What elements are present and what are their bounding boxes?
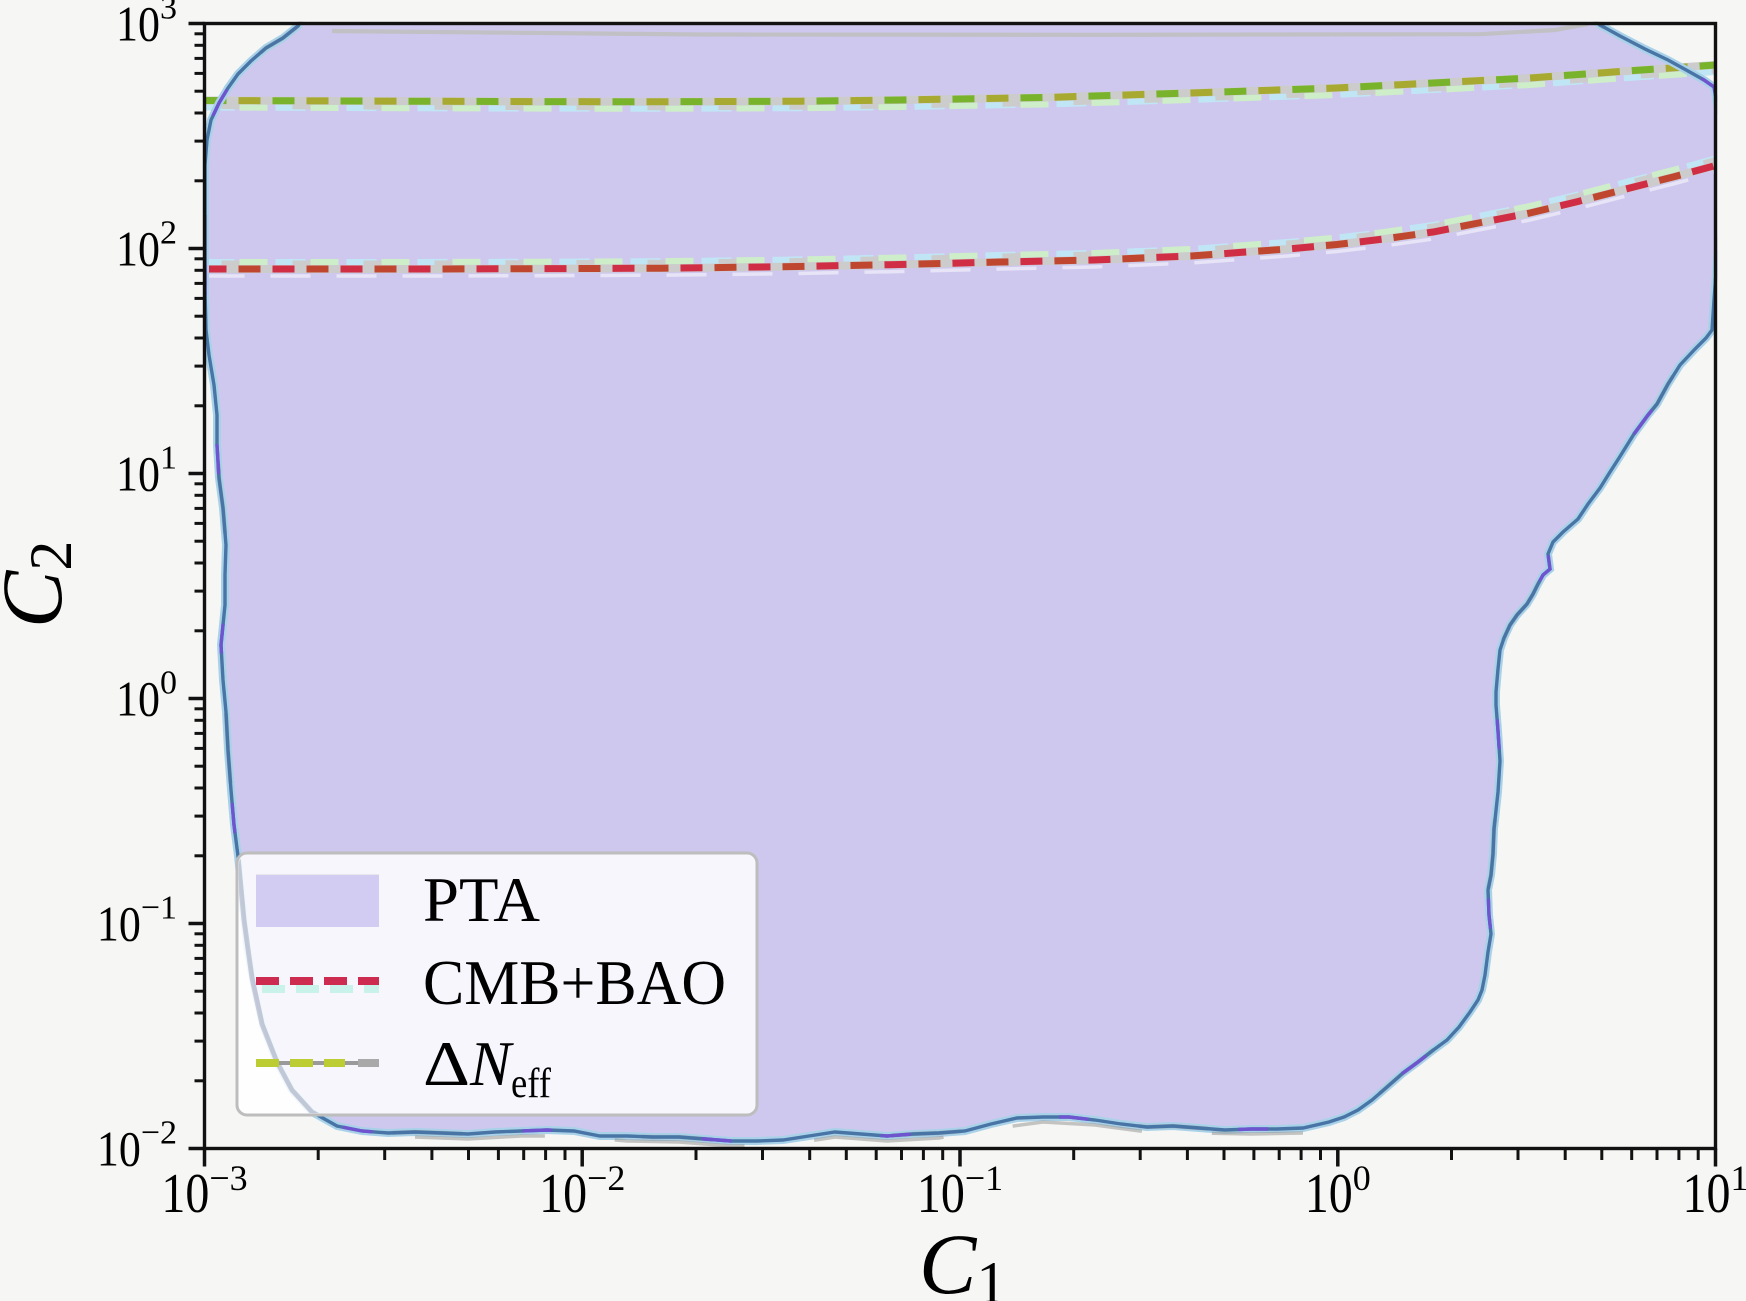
svg-text:101: 101: [1683, 1158, 1746, 1225]
svg-text:ΔNeff: ΔNeff: [423, 1028, 551, 1107]
svg-text:102: 102: [116, 215, 177, 277]
svg-text:C1: C1: [919, 1216, 1006, 1301]
svg-text:CMB+BAO: CMB+BAO: [423, 947, 726, 1018]
svg-text:10−1: 10−1: [917, 1158, 1003, 1225]
svg-text:103: 103: [116, 0, 177, 52]
svg-text:100: 100: [1305, 1158, 1371, 1225]
svg-text:10−3: 10−3: [161, 1158, 247, 1225]
svg-text:10−2: 10−2: [97, 1115, 177, 1177]
svg-text:PTA: PTA: [423, 864, 540, 935]
svg-text:10−1: 10−1: [97, 890, 177, 952]
svg-text:101: 101: [116, 440, 177, 502]
svg-text:10−2: 10−2: [539, 1158, 625, 1225]
svg-text:100: 100: [116, 665, 177, 727]
